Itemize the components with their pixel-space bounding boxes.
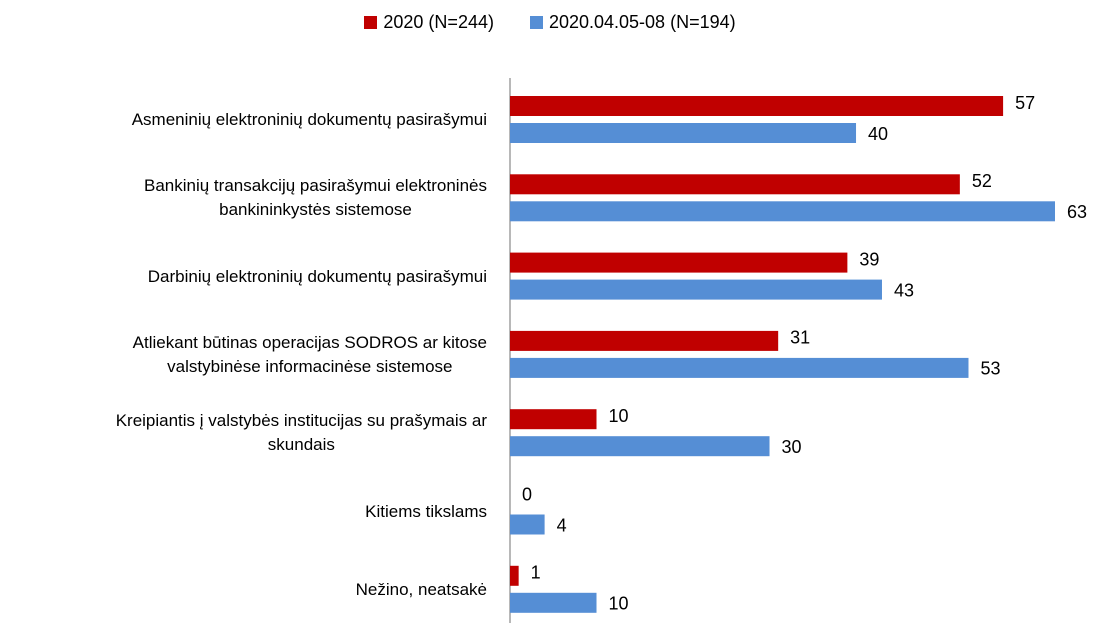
legend-swatch bbox=[364, 16, 378, 29]
value-label: 43 bbox=[894, 280, 914, 300]
bar bbox=[510, 357, 969, 378]
bar bbox=[510, 330, 779, 351]
bar bbox=[510, 409, 597, 430]
category-label: Darbinių elektroninių dokumentų pasirašy… bbox=[147, 266, 487, 286]
legend-item: 2020.04.05-08 (N=194) bbox=[529, 12, 736, 33]
value-label: 63 bbox=[1067, 202, 1087, 222]
category-label: Nežino, neatsakė bbox=[355, 579, 487, 599]
legend-label: 2020 (N=244) bbox=[383, 12, 494, 32]
bar bbox=[510, 201, 1055, 222]
legend-label: 2020.04.05-08 (N=194) bbox=[548, 12, 736, 32]
value-label: 30 bbox=[782, 437, 802, 457]
bar bbox=[510, 123, 857, 143]
value-label: 1 bbox=[531, 563, 541, 583]
bar bbox=[510, 252, 848, 273]
bar bbox=[510, 565, 519, 586]
bar bbox=[510, 279, 882, 300]
legend-item: 2020 (N=244) bbox=[364, 12, 494, 33]
value-label: 53 bbox=[980, 359, 1000, 379]
bar bbox=[510, 96, 1004, 116]
value-label: 52 bbox=[972, 171, 992, 191]
category-label: Kreipiantis į valstybės institucijas su … bbox=[115, 411, 487, 455]
value-label: 40 bbox=[868, 124, 888, 144]
category-label: Bankinių transakcijų pasirašymui elektro… bbox=[144, 176, 487, 220]
value-label: 31 bbox=[790, 328, 810, 348]
bar bbox=[510, 514, 545, 535]
legend: 2020 (N=244) 2020.04.05-08 (N=194) bbox=[0, 12, 1100, 33]
value-label: 39 bbox=[859, 249, 879, 269]
value-label: 0 bbox=[522, 484, 532, 504]
value-label: 4 bbox=[557, 515, 567, 535]
legend-swatch bbox=[529, 16, 543, 29]
category-label: Atliekant būtinas operacijas SODROS ar k… bbox=[132, 332, 487, 376]
category-label: Asmeninių elektroninių dokumentų pasiraš… bbox=[131, 110, 487, 129]
bar bbox=[510, 174, 960, 195]
bar bbox=[510, 592, 597, 613]
category-label: Kitiems tikslams bbox=[365, 501, 487, 521]
value-label: 10 bbox=[609, 594, 629, 614]
value-label: 10 bbox=[609, 406, 629, 426]
bar bbox=[510, 436, 770, 457]
value-label: 57 bbox=[1015, 93, 1035, 113]
